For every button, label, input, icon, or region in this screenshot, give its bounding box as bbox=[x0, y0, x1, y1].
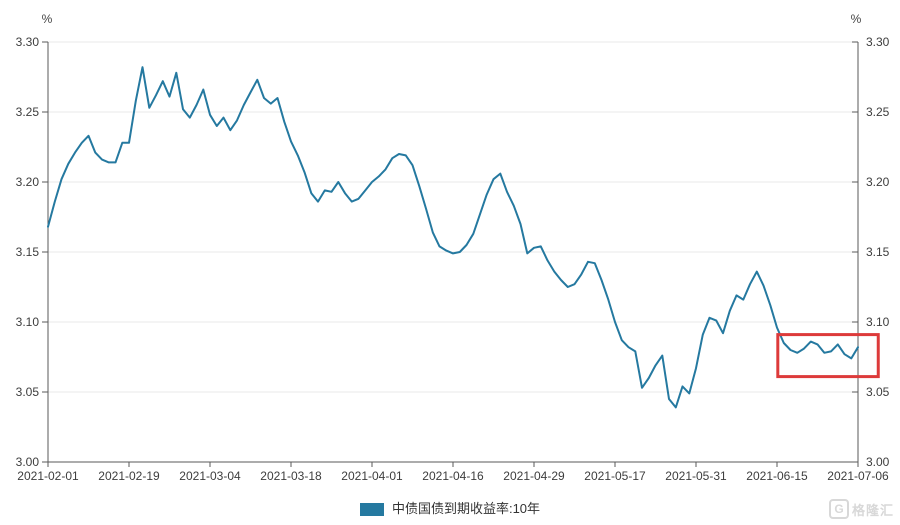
watermark-logo-icon: G bbox=[828, 499, 849, 519]
x-axis-tick-label: 2021-07-06 bbox=[827, 469, 889, 483]
y-axis-tick-label-left: 3.30 bbox=[16, 35, 40, 49]
watermark-text: 格隆汇 bbox=[851, 502, 894, 518]
x-axis-tick-label: 2021-03-04 bbox=[179, 469, 241, 483]
y-axis-unit-right: % bbox=[850, 12, 862, 26]
legend-swatch bbox=[359, 502, 384, 516]
x-axis-tick-label: 2021-04-01 bbox=[341, 469, 403, 483]
highlight-box bbox=[776, 333, 880, 379]
x-axis-tick-label: 2021-05-31 bbox=[665, 469, 727, 483]
legend-label: 中债国债到期收益率:10年 bbox=[391, 501, 541, 516]
y-axis-tick-label-left: 3.20 bbox=[16, 175, 40, 189]
y-axis-tick-label-right: 3.10 bbox=[866, 315, 890, 329]
y-axis-tick-label-right: 3.25 bbox=[866, 105, 890, 119]
x-axis-tick-label: 2021-04-16 bbox=[422, 469, 484, 483]
y-axis-tick-label-left: 3.15 bbox=[16, 245, 40, 259]
y-axis-tick-label-left: 3.25 bbox=[16, 105, 40, 119]
watermark: G 格隆汇 bbox=[828, 498, 894, 520]
y-axis-tick-label-right: 3.15 bbox=[866, 245, 890, 259]
y-axis-unit-left: % bbox=[41, 12, 53, 26]
y-axis-tick-label-right: 3.05 bbox=[866, 385, 890, 399]
y-axis-tick-label-left: 3.05 bbox=[16, 385, 40, 399]
y-axis-tick-label-right: 3.20 bbox=[866, 175, 890, 189]
y-axis-tick-label-right: 3.00 bbox=[866, 455, 890, 469]
x-axis-tick-label: 2021-05-17 bbox=[584, 469, 646, 483]
y-axis-tick-label-left: 3.10 bbox=[16, 315, 40, 329]
yield-line bbox=[47, 66, 859, 409]
y-axis-tick-label-right: 3.30 bbox=[866, 35, 890, 49]
x-axis-tick-label: 2021-06-15 bbox=[746, 469, 808, 483]
x-axis-tick-label: 2021-02-01 bbox=[17, 469, 79, 483]
x-axis-tick-label: 2021-04-29 bbox=[503, 469, 565, 483]
legend: 中债国债到期收益率:10年 bbox=[0, 500, 900, 518]
y-axis-tick-label-left: 3.00 bbox=[16, 455, 40, 469]
x-axis-tick-label: 2021-02-19 bbox=[98, 469, 160, 483]
x-axis-tick-label: 2021-03-18 bbox=[260, 469, 322, 483]
